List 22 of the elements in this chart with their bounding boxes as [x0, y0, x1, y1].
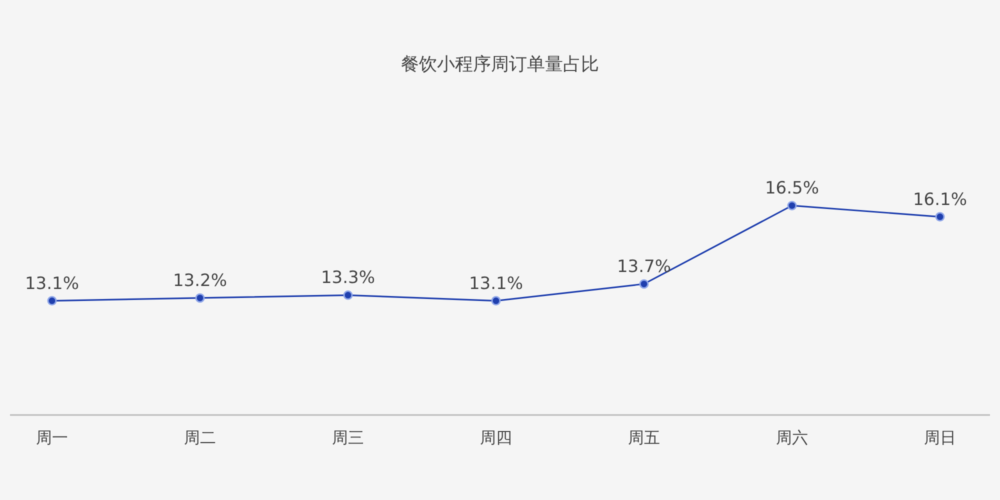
point: [491, 296, 501, 306]
chart-title: 餐饮小程序周订单量占比: [401, 54, 599, 75]
x-tick-label: 周日: [924, 428, 956, 447]
data-label: 13.7%: [616, 256, 672, 277]
data-label: 13.3%: [320, 268, 376, 288]
data-label: 13.2%: [172, 270, 228, 291]
x-tick-label: 周三: [332, 428, 364, 447]
data-label: 16.1%: [912, 190, 968, 210]
data-label: 16.5%: [764, 178, 820, 199]
x-tick-label: 周二: [184, 428, 216, 447]
data-label: 13.1%: [468, 274, 524, 294]
point: [343, 290, 353, 300]
point: [195, 293, 205, 303]
x-tick-label: 周一: [36, 428, 68, 447]
x-tick-label: 周六: [776, 428, 808, 447]
point: [787, 200, 797, 210]
point: [639, 279, 649, 289]
data-label: 13.1%: [24, 274, 80, 294]
point: [935, 212, 945, 222]
x-tick-label: 周四: [480, 428, 512, 447]
x-tick-label: 周五: [628, 428, 660, 447]
point: [47, 296, 57, 306]
